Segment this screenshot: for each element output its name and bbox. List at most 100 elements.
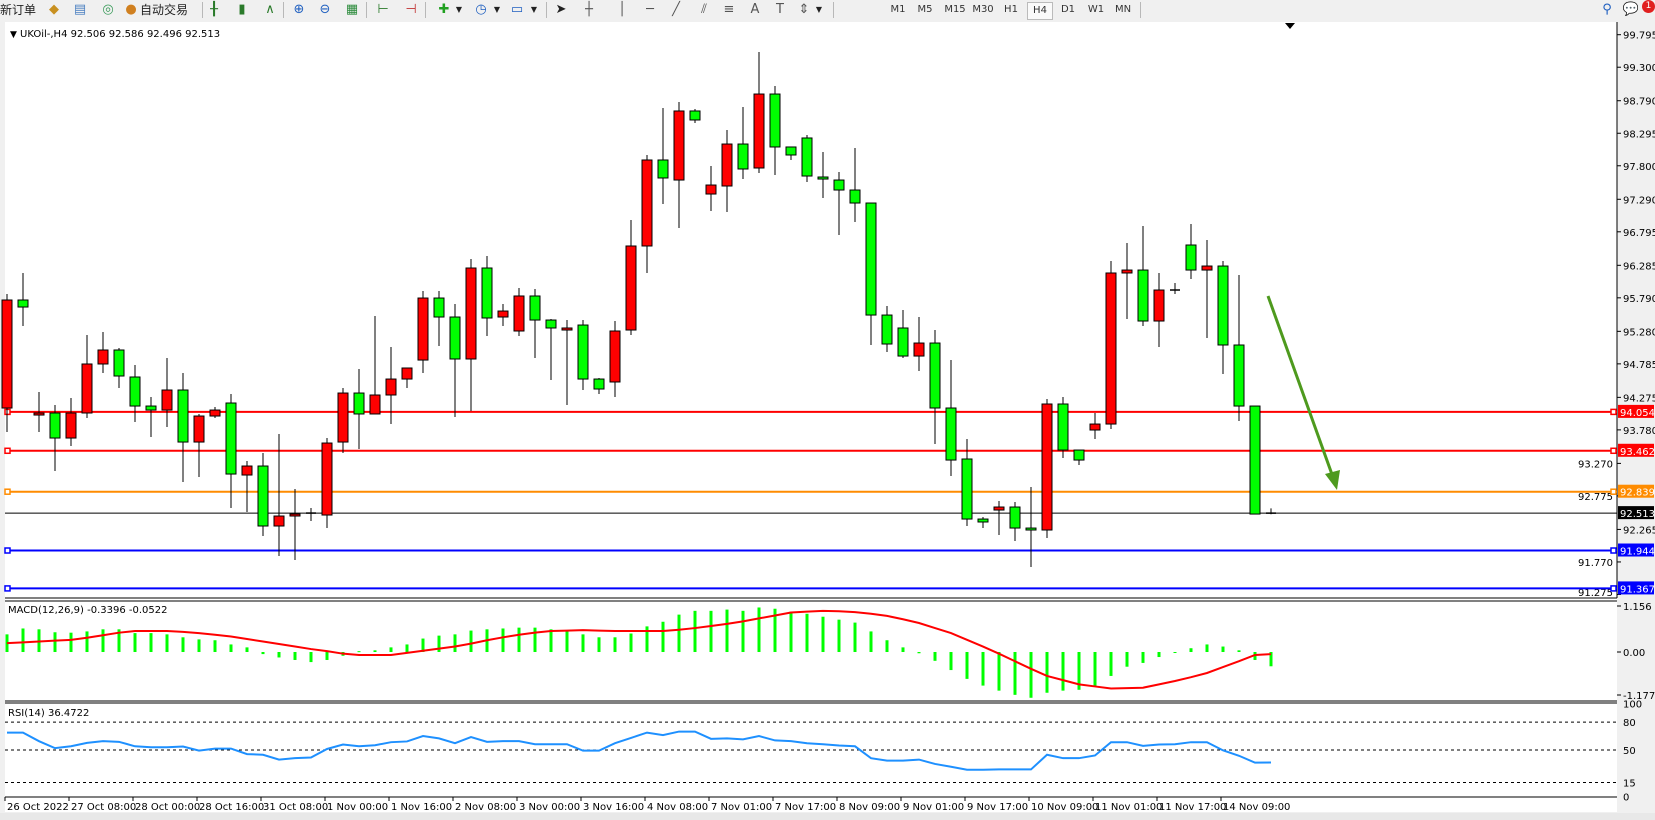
candle[interactable] [161,358,173,427]
candle[interactable] [497,304,509,327]
level-handle[interactable] [1610,547,1617,554]
candle[interactable] [881,306,893,353]
candle[interactable] [1105,261,1117,430]
candle[interactable] [561,320,573,406]
macd-pane[interactable]: 1.156 0.00 -1.1779 [5,600,1655,702]
arrows-icon[interactable]: ⇕ [798,2,810,17]
price-pane[interactable]: 99.795 99.300 98.790 98.295 97.800 97.290 96.7… [1,22,1655,599]
periods-dropdown-icon[interactable]: ▼ [493,5,501,14]
equidistant-channel-icon[interactable]: ⫽ [701,2,707,17]
candle[interactable] [417,290,429,373]
candle[interactable] [1137,226,1149,327]
candle[interactable] [49,405,61,472]
candle[interactable] [545,319,557,381]
candle[interactable] [369,316,381,415]
candle[interactable] [721,130,733,213]
candle[interactable] [209,407,221,418]
candle[interactable] [321,438,333,529]
level-handle[interactable] [1610,488,1617,495]
candle[interactable] [225,394,237,509]
timeframe-h1[interactable]: H1 [1004,4,1018,15]
candle[interactable] [33,392,45,432]
candle[interactable] [657,108,669,205]
periods-icon[interactable]: ◷ [475,2,487,17]
candle[interactable] [1266,508,1276,515]
timeframe-m5[interactable]: M5 [917,4,933,15]
candle[interactable] [785,146,797,160]
candle[interactable] [577,320,589,391]
line-chart-icon[interactable]: ∧ [265,2,275,17]
candle[interactable] [1153,272,1165,348]
timeframe-m15[interactable]: M15 [944,4,966,15]
notifications-icon[interactable]: 💬 [1622,2,1640,17]
candle[interactable] [145,397,157,438]
candle[interactable] [705,166,717,212]
zoom-in-icon[interactable]: ⊕ [293,2,305,17]
candle[interactable] [17,272,29,327]
candle[interactable] [481,256,493,337]
auto-scroll-icon[interactable]: ⊢ [377,2,389,17]
candle[interactable] [865,202,877,346]
candle[interactable] [306,508,316,522]
candle[interactable] [1121,243,1133,320]
candle[interactable] [641,154,653,273]
candle[interactable] [593,377,605,395]
search-icon[interactable]: ⚲ [1602,2,1612,17]
candle[interactable] [801,135,813,182]
candle[interactable] [625,220,637,336]
auto-trading-icon[interactable]: ● [125,2,137,17]
timeframe-w1[interactable]: W1 [1087,4,1105,15]
candle[interactable] [65,398,77,447]
candle[interactable] [1009,502,1021,542]
rsi-pane[interactable]: 100 80 50 15 0 [5,700,1642,804]
zoom-out-icon[interactable]: ⊖ [319,2,331,17]
chart-shift-icon[interactable]: ⊣ [405,2,417,17]
market-watch-icon[interactable]: ◆ [49,2,59,17]
navigator-icon[interactable]: ◎ [102,2,114,17]
candle[interactable] [817,152,829,199]
candle[interactable] [769,86,781,176]
candle[interactable] [401,367,413,389]
candle[interactable] [609,321,621,398]
vertical-line-icon[interactable]: │ [618,2,626,17]
candle[interactable] [1,294,13,432]
indicators-icon[interactable]: ✚ [438,2,450,17]
candle[interactable] [737,107,749,180]
candle[interactable] [977,517,989,529]
level-handle[interactable] [1610,585,1617,592]
auto-trading-button[interactable]: 自动交易 [140,3,189,17]
candle[interactable] [433,290,445,346]
candle[interactable] [81,335,93,418]
timeframe-m1[interactable]: M1 [890,4,906,15]
candle[interactable] [929,330,941,445]
candle[interactable] [673,102,685,228]
candle[interactable] [513,287,525,337]
trend-line-icon[interactable]: ╱ [672,2,680,17]
candle[interactable] [193,413,205,477]
tile-windows-icon[interactable]: ▦ [345,2,359,17]
text-label-icon[interactable]: T [776,2,784,17]
timeframe-mn[interactable]: MN [1114,4,1132,15]
horizontal-line-icon[interactable]: ─ [646,2,654,17]
candle[interactable] [689,109,701,124]
candle[interactable] [97,331,109,373]
candle[interactable] [961,439,973,527]
candle[interactable] [465,258,477,412]
chart-shift-marker-icon[interactable] [1285,23,1295,29]
arrows-dropdown-icon[interactable]: ▼ [815,5,823,14]
candle[interactable] [897,309,909,359]
candle[interactable] [529,289,541,359]
candle[interactable] [993,501,1005,536]
candle[interactable] [1073,449,1085,466]
candle[interactable] [945,360,957,477]
candle[interactable] [353,368,365,450]
trend-arrow[interactable] [1266,295,1340,490]
candle[interactable] [241,461,253,513]
candle[interactable] [849,148,861,223]
templates-icon[interactable]: ▭ [510,2,524,17]
templates-dropdown-icon[interactable]: ▼ [530,5,538,14]
new-order-button[interactable]: 新订单 [0,3,37,17]
level-handle[interactable] [4,547,11,554]
fibonacci-icon[interactable]: ≡ [723,2,735,17]
candle[interactable] [129,365,141,423]
